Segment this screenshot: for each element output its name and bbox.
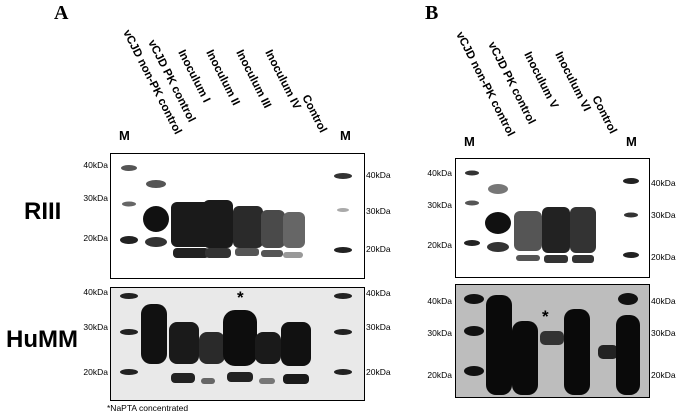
row-label-riii: RIII bbox=[24, 198, 62, 225]
marker-label-b-left: M bbox=[464, 134, 475, 149]
kda-a-riii-left-40: 40kDa bbox=[83, 160, 108, 170]
kda-b-humm-left-30: 30kDa bbox=[427, 328, 452, 338]
blot-a-riii-bands bbox=[120, 165, 352, 258]
footnote: *NaPTA concentrated bbox=[107, 403, 189, 413]
kda-a-riii-left-20: 20kDa bbox=[83, 233, 108, 243]
blot-b-riii bbox=[455, 158, 650, 278]
lane-label-b-control: Control bbox=[589, 94, 619, 136]
marker-label-b-right: M bbox=[626, 134, 637, 149]
kda-a-humm-left-40: 40kDa bbox=[83, 287, 108, 297]
kda-b-humm-left-20: 20kDa bbox=[427, 370, 452, 380]
kda-b-riii-left-40: 40kDa bbox=[427, 168, 452, 178]
kda-b-humm-right-40: 40kDa bbox=[651, 296, 676, 306]
blot-b-humm-bands bbox=[464, 293, 640, 395]
kda-a-humm-left-30: 30kDa bbox=[83, 322, 108, 332]
row-label-humm: HuMM bbox=[6, 326, 78, 353]
kda-b-riii-left-30: 30kDa bbox=[427, 200, 452, 210]
kda-a-riii-left-30: 30kDa bbox=[83, 193, 108, 203]
blot-b-humm bbox=[455, 284, 650, 398]
lane-label-a-control: Control bbox=[299, 93, 329, 135]
kda-a-humm-right-20: 20kDa bbox=[366, 367, 391, 377]
asterisk-a-humm: * bbox=[237, 288, 244, 307]
kda-b-humm-left-40: 40kDa bbox=[427, 296, 452, 306]
kda-a-riii-right-40: 40kDa bbox=[366, 170, 391, 180]
blot-a-humm-bands bbox=[120, 293, 352, 384]
marker-label-a-left: M bbox=[119, 128, 130, 143]
kda-b-riii-left-20: 20kDa bbox=[427, 240, 452, 250]
kda-b-riii-right-20: 20kDa bbox=[651, 252, 676, 262]
kda-b-riii-right-30: 30kDa bbox=[651, 210, 676, 220]
blot-a-riii bbox=[110, 153, 365, 279]
blot-a-humm bbox=[110, 287, 365, 401]
blot-b-riii-bands bbox=[464, 170, 639, 263]
panel-b-letter: B bbox=[425, 2, 439, 24]
kda-b-humm-right-20: 20kDa bbox=[651, 370, 676, 380]
kda-a-riii-right-30: 30kDa bbox=[366, 206, 391, 216]
kda-b-humm-right-30: 30kDa bbox=[651, 328, 676, 338]
panel-a-letter: A bbox=[54, 2, 69, 24]
kda-a-humm-right-40: 40kDa bbox=[366, 288, 391, 298]
kda-a-riii-right-20: 20kDa bbox=[366, 244, 391, 254]
kda-a-humm-right-30: 30kDa bbox=[366, 322, 391, 332]
marker-label-a-right: M bbox=[340, 128, 351, 143]
kda-a-humm-left-20: 20kDa bbox=[83, 367, 108, 377]
kda-b-riii-right-40: 40kDa bbox=[651, 178, 676, 188]
asterisk-b-humm: * bbox=[542, 307, 549, 326]
